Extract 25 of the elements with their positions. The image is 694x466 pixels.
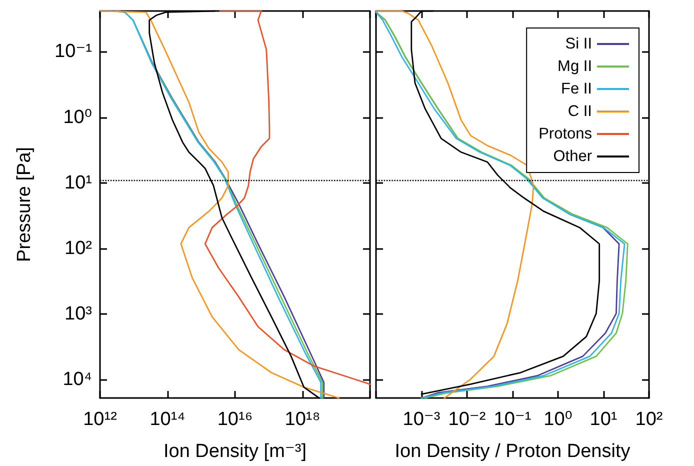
y-tick-label: 10⁴ [62,369,92,390]
y-tick-label: 10⁰ [63,106,92,128]
x-tick-label: 10⁻¹ [494,409,532,430]
x-axis-title: Ion Density [m⁻³] [163,441,307,462]
legend-label: Mg II [558,58,592,75]
x-tick-label: 10¹⁴ [150,409,186,430]
y-axis-title: Pressure [Pa] [14,146,35,262]
legend-label: Fe II [560,80,592,98]
x-tick-label: 10² [635,409,663,430]
legend-label: Protons [538,126,592,142]
y-tick-label: 10³ [64,304,92,325]
x-tick-label: 10⁻² [448,409,486,430]
x-tick-label: 10¹⁶ [217,409,253,430]
x-tick-label: 10¹ [590,409,618,430]
x-tick-label: 10¹² [83,409,117,430]
y-tick-label: 10⁻¹ [54,41,92,62]
x-tick-label: 10¹⁸ [284,409,320,430]
y-tick-label: 10¹ [64,172,92,194]
x-tick-label: 10⁰ [544,409,572,430]
legend-label: C II [568,103,592,120]
y-tick-label: 10² [64,238,92,259]
legend-label: Si II [565,36,592,52]
x-axis-title: Ion Density / Proton Density [394,441,631,462]
x-tick-label: 10⁻³ [402,409,440,430]
legend-label: Other [553,148,592,165]
